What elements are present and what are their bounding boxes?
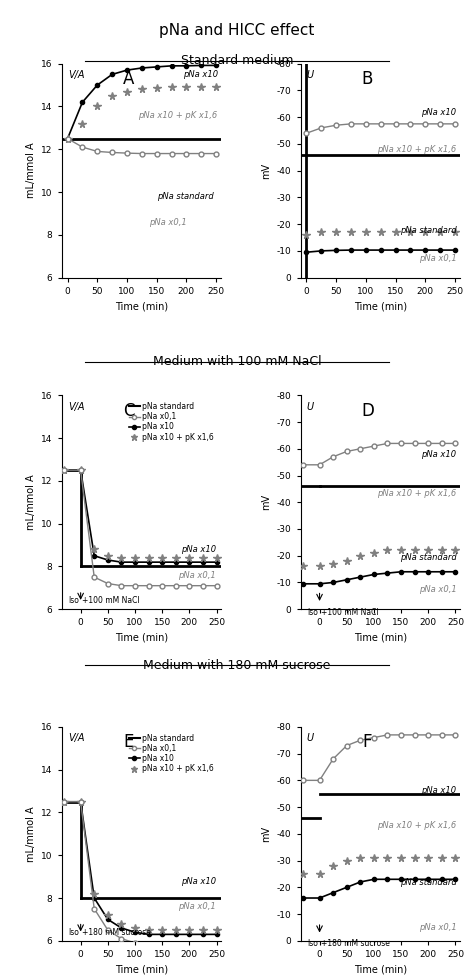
Text: pNa x10 + pK x1,6: pNa x10 + pK x1,6 — [377, 820, 456, 829]
Text: Medium with 180 mM sucrose: Medium with 180 mM sucrose — [143, 659, 331, 671]
Text: pNa x10 + pK x1,6: pNa x10 + pK x1,6 — [377, 489, 456, 498]
Text: pNa x0,1: pNa x0,1 — [149, 218, 187, 226]
Text: Standard medium: Standard medium — [181, 54, 293, 67]
Text: Iso: Iso — [308, 608, 319, 616]
Text: pNa x10: pNa x10 — [181, 877, 216, 886]
Text: U: U — [307, 71, 314, 80]
X-axis label: Time (min): Time (min) — [115, 964, 168, 974]
Text: E: E — [123, 733, 134, 752]
Text: pNa x10: pNa x10 — [181, 545, 216, 554]
Text: +180 mM sucrose: +180 mM sucrose — [82, 927, 151, 937]
Y-axis label: mL/mmol A: mL/mmol A — [26, 474, 36, 530]
Text: V/A: V/A — [68, 71, 84, 80]
Text: pNa and HICC effect: pNa and HICC effect — [159, 23, 315, 37]
Y-axis label: mL/mmol A: mL/mmol A — [26, 143, 36, 199]
Text: +100 mM NaCl: +100 mM NaCl — [82, 596, 139, 605]
Text: U: U — [307, 733, 314, 743]
Text: pNa standard: pNa standard — [157, 192, 214, 201]
X-axis label: Time (min): Time (min) — [354, 301, 407, 312]
Y-axis label: mV: mV — [261, 826, 271, 842]
Text: Medium with 100 mM NaCl: Medium with 100 mM NaCl — [153, 355, 321, 368]
Text: +180 mM sucrose: +180 mM sucrose — [320, 940, 390, 949]
Y-axis label: mV: mV — [261, 494, 271, 511]
Text: V/A: V/A — [68, 733, 84, 743]
Y-axis label: mV: mV — [261, 163, 271, 178]
Text: pNa standard: pNa standard — [400, 878, 456, 887]
Legend: pNa standard, pNa x0,1, pNa x10, pNa x10 + pK x1,6: pNa standard, pNa x0,1, pNa x10, pNa x10… — [126, 731, 217, 776]
Text: A: A — [123, 71, 134, 88]
X-axis label: Time (min): Time (min) — [354, 633, 407, 643]
Text: pNa x0,1: pNa x0,1 — [419, 254, 456, 263]
Legend: pNa standard, pNa x0,1, pNa x10, pNa x10 + pK x1,6: pNa standard, pNa x0,1, pNa x10, pNa x10… — [126, 399, 217, 445]
Text: Iso: Iso — [69, 596, 80, 605]
Text: C: C — [123, 402, 134, 419]
Text: pNa x0,1: pNa x0,1 — [178, 570, 216, 580]
Text: pNa x10: pNa x10 — [182, 71, 218, 79]
Text: pNa standard: pNa standard — [400, 553, 456, 563]
Text: Iso: Iso — [308, 940, 319, 949]
Text: pNa x0,1: pNa x0,1 — [419, 923, 456, 932]
Text: F: F — [363, 733, 372, 752]
Text: D: D — [361, 402, 374, 419]
X-axis label: Time (min): Time (min) — [354, 964, 407, 974]
Text: pNa x0,1: pNa x0,1 — [419, 585, 456, 594]
Text: U: U — [307, 402, 314, 412]
Text: pNa standard: pNa standard — [400, 225, 456, 235]
Text: V/A: V/A — [68, 402, 84, 412]
Text: pNa x10: pNa x10 — [421, 451, 456, 460]
X-axis label: Time (min): Time (min) — [115, 301, 168, 312]
Text: pNa x10 + pK x1,6: pNa x10 + pK x1,6 — [377, 144, 456, 154]
Y-axis label: mL/mmol A: mL/mmol A — [26, 806, 36, 861]
Text: B: B — [362, 71, 373, 88]
X-axis label: Time (min): Time (min) — [115, 633, 168, 643]
Text: pNa x10: pNa x10 — [421, 786, 456, 796]
Text: pNa x10: pNa x10 — [421, 108, 456, 118]
Text: Iso: Iso — [69, 927, 80, 937]
Text: +100 mM NaCl: +100 mM NaCl — [320, 608, 378, 616]
Text: pNa x0,1: pNa x0,1 — [178, 903, 216, 911]
Text: pNa x10 + pK x1,6: pNa x10 + pK x1,6 — [138, 111, 218, 120]
